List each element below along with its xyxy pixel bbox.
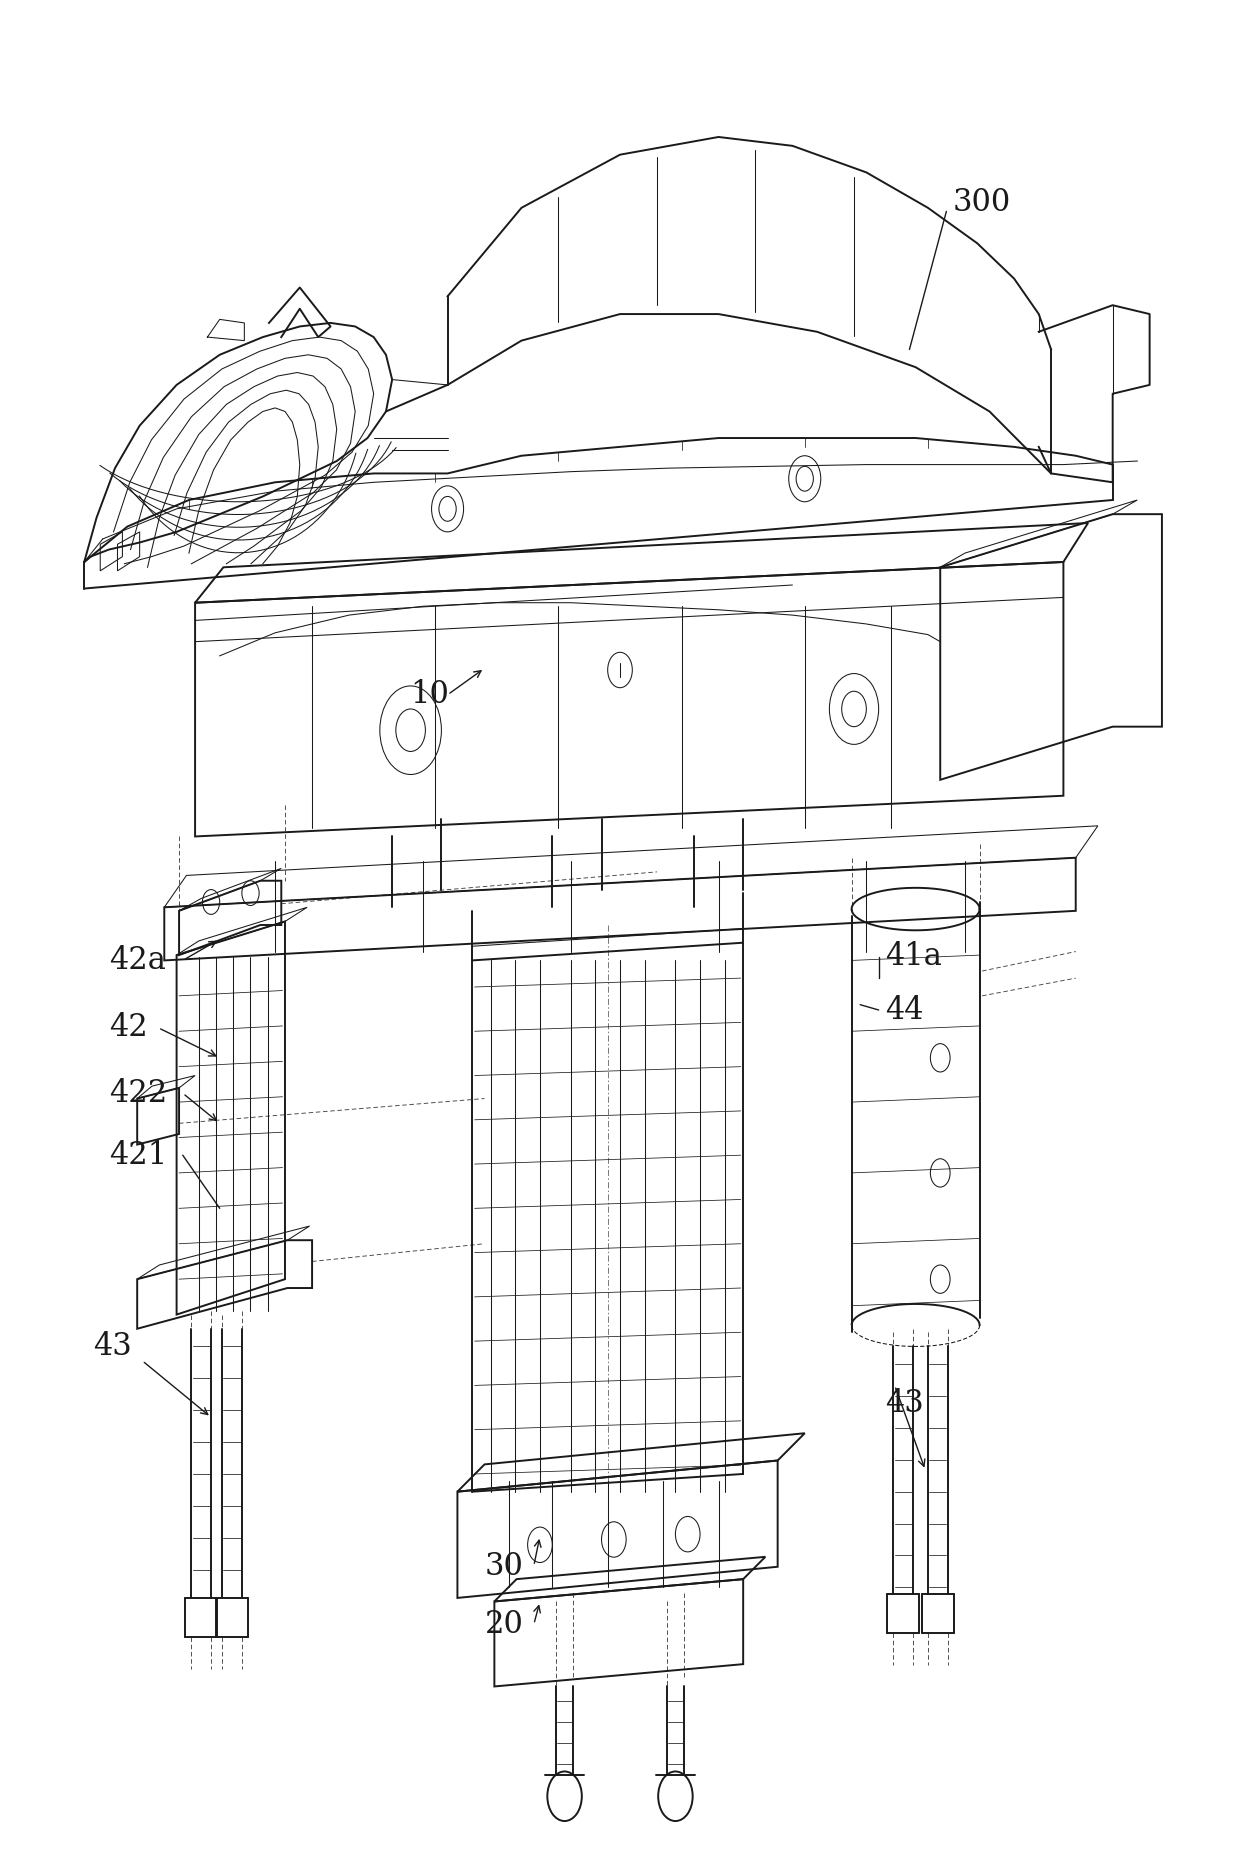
- Text: 300: 300: [952, 187, 1011, 218]
- Text: 422: 422: [109, 1079, 167, 1108]
- Text: 10: 10: [410, 679, 449, 710]
- Text: 421: 421: [109, 1140, 167, 1171]
- Text: 42a: 42a: [109, 945, 166, 977]
- Text: 30: 30: [485, 1550, 523, 1582]
- Text: 43: 43: [93, 1330, 131, 1362]
- Text: 42: 42: [109, 1012, 148, 1043]
- Text: 44: 44: [885, 995, 924, 1025]
- Text: 41a: 41a: [885, 942, 941, 973]
- Text: 43: 43: [885, 1388, 924, 1419]
- Text: 20: 20: [485, 1610, 523, 1639]
